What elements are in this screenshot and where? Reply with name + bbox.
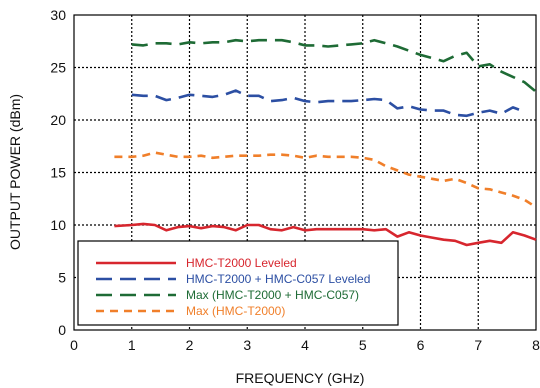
legend-label-4: Max (HMC-T2000): [186, 304, 285, 318]
y-tick-label: 0: [58, 322, 66, 338]
x-axis: 0 1 2 3 4 5 6 7 8: [70, 337, 540, 353]
x-tick-label: 1: [128, 337, 136, 353]
x-tick-label: 4: [301, 337, 309, 353]
x-tick-label: 2: [186, 337, 194, 353]
series-line-2: [131, 89, 525, 118]
series-line-1: [114, 222, 537, 247]
x-tick-label: 0: [70, 337, 78, 353]
x-tick-label: 6: [417, 337, 425, 353]
x-tick-label: 8: [532, 337, 540, 353]
plot-frame: [73, 14, 537, 331]
y-tick-label: 15: [50, 165, 66, 181]
y-axis-title: OUTPUT POWER (dBm): [7, 94, 23, 250]
legend-label-3: Max (HMC-T2000 + HMC-C057): [186, 288, 359, 302]
x-tick-label: 7: [474, 337, 482, 353]
y-tick-label: 30: [50, 7, 66, 23]
x-tick-label: 3: [243, 337, 251, 353]
legend-label-2: HMC-T2000 + HMC-C057 Leveled: [186, 272, 370, 286]
series-line-3: [131, 38, 537, 93]
x-axis-title: FREQUENCY (GHz): [236, 370, 365, 386]
legend: HMC-T2000 Leveled HMC-T2000 + HMC-C057 Le…: [77, 240, 399, 326]
y-tick-label: 25: [50, 60, 66, 76]
series-line-4: [114, 151, 537, 209]
y-tick-label: 5: [58, 270, 66, 286]
legend-label-1: HMC-T2000 Leveled: [186, 256, 297, 270]
x-tick-label: 5: [359, 337, 367, 353]
y-axis: 0 5 10 15 20 25 30: [50, 7, 66, 338]
series-group: [114, 38, 537, 247]
y-tick-label: 10: [50, 217, 66, 233]
y-tick-label: 20: [50, 112, 66, 128]
